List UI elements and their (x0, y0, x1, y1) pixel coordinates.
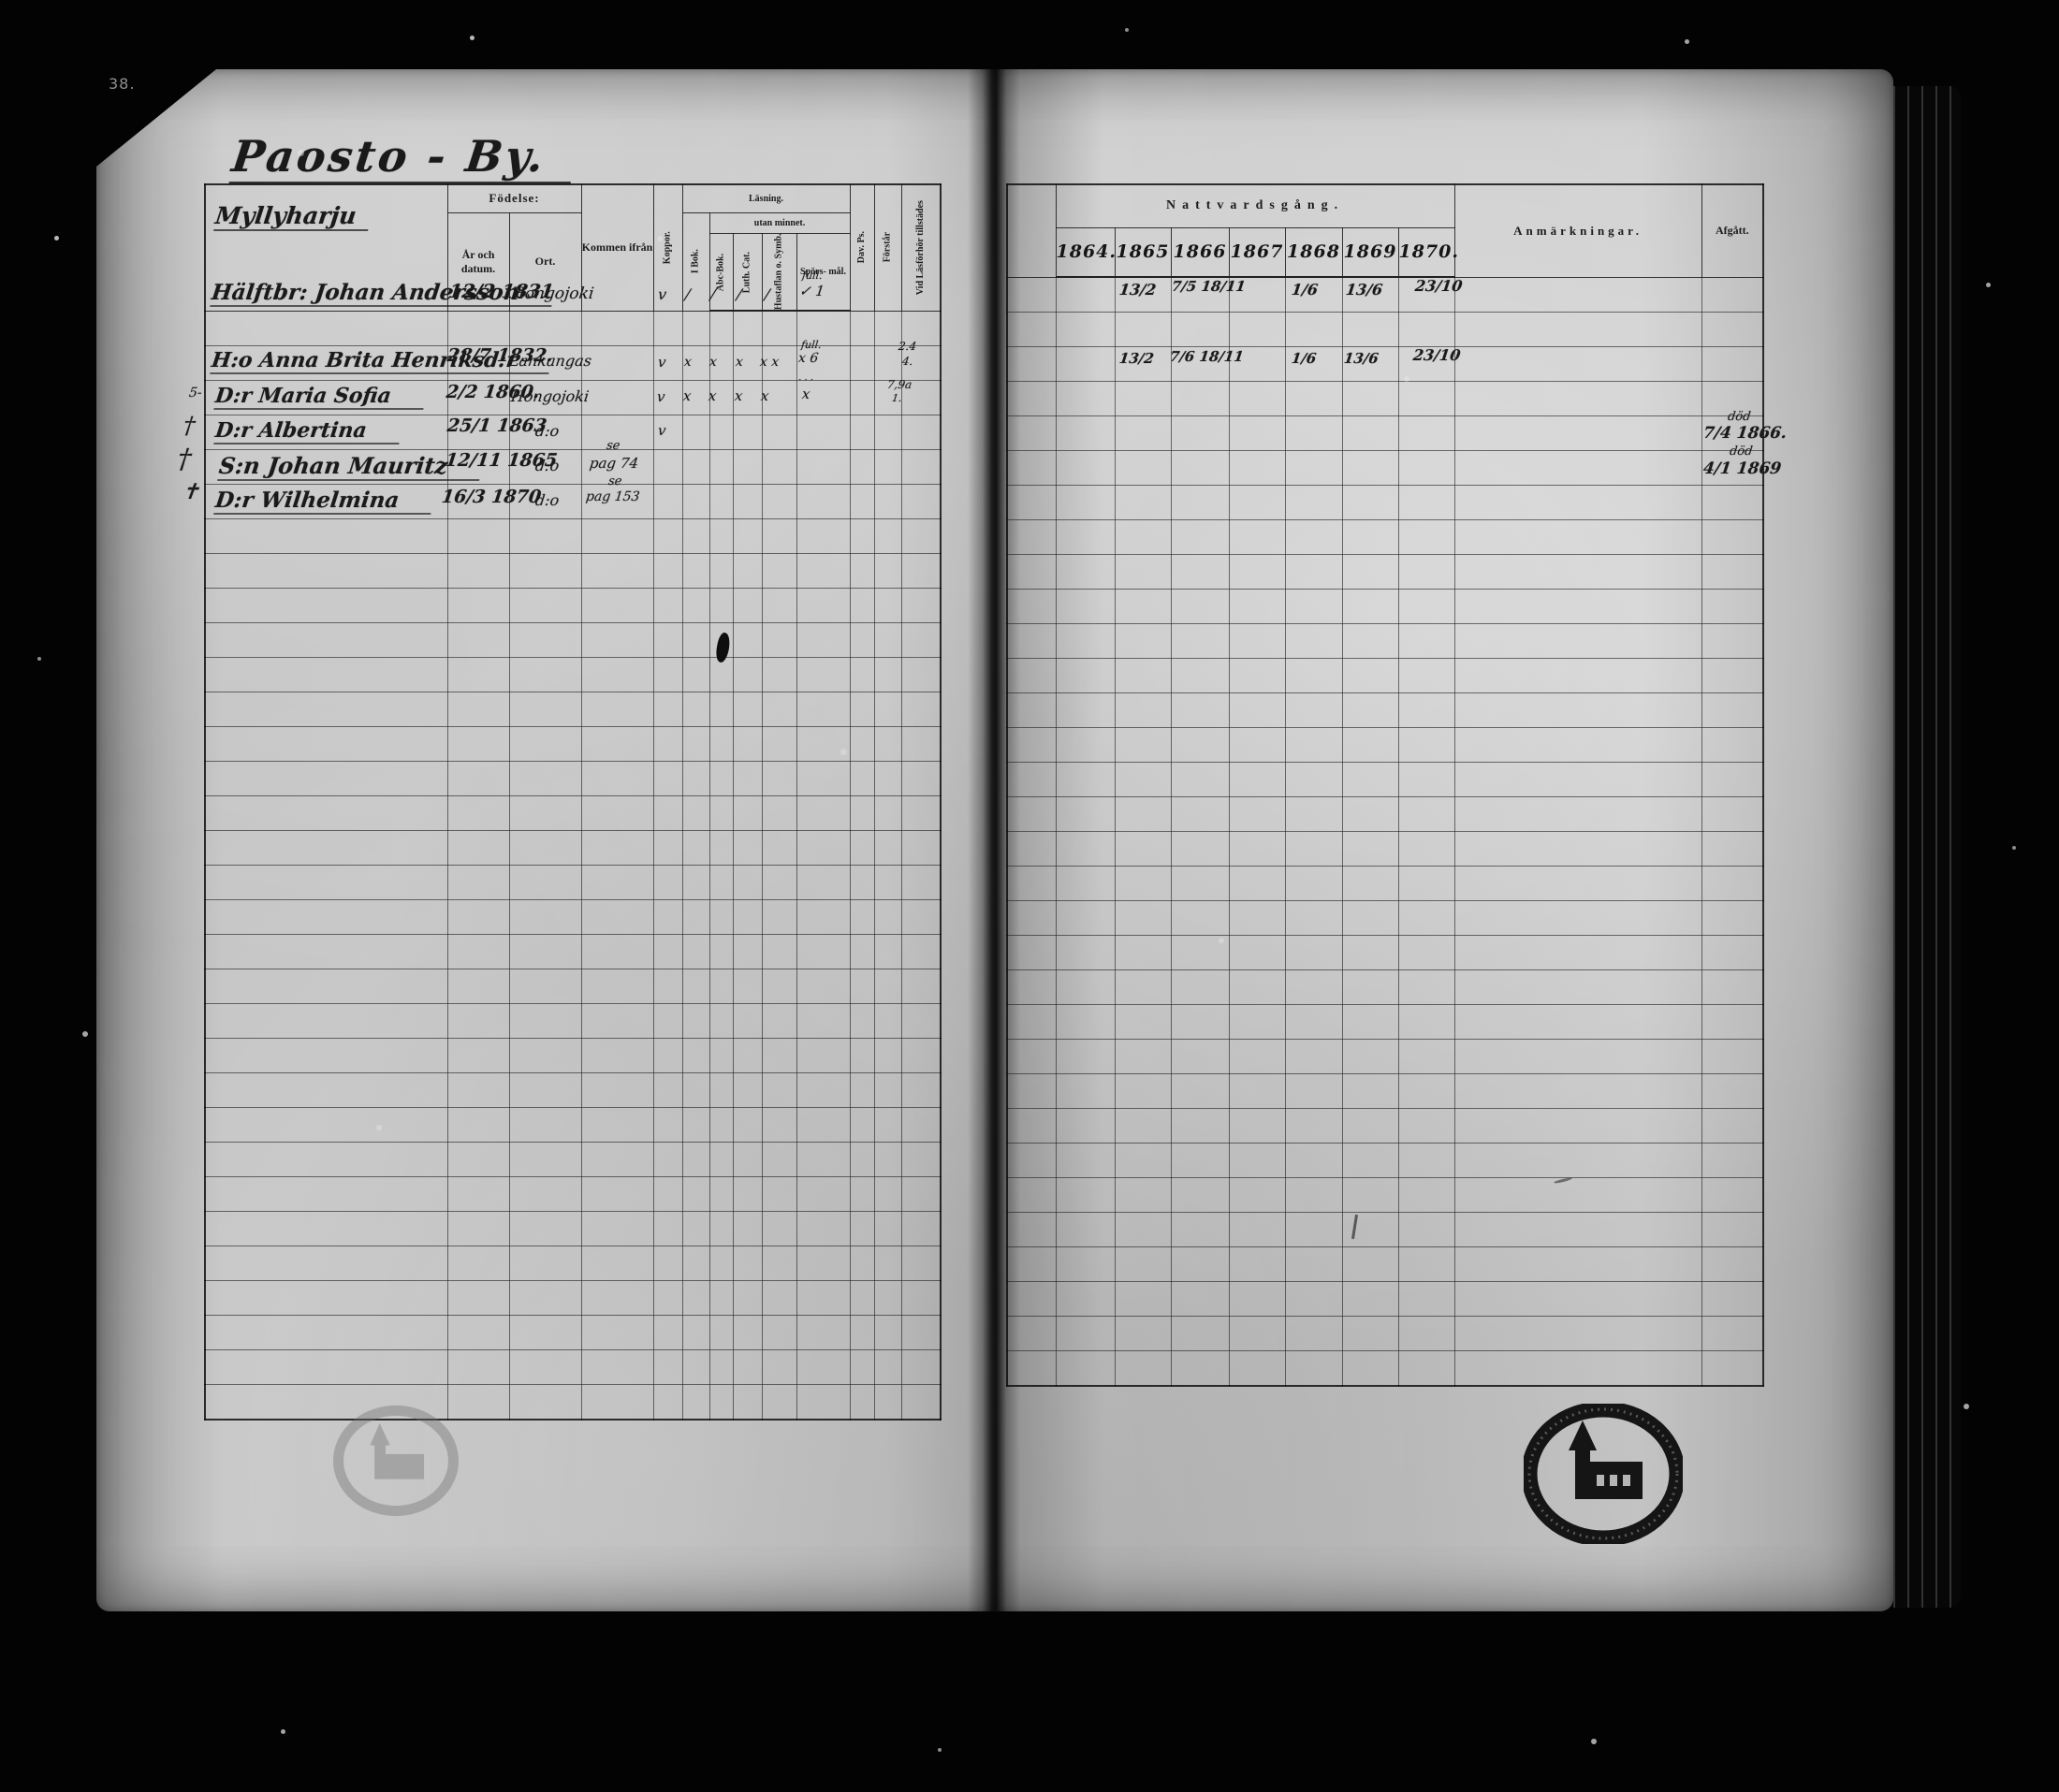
margin-cross-mark: ✝ (180, 480, 201, 504)
book-page-edges (1893, 86, 1961, 1608)
catechism-note: full. (800, 339, 823, 351)
communion-date-1866: 7/6 18/11 (1168, 348, 1245, 365)
communion-date-1869: 13/6 (1344, 281, 1384, 299)
col-header-ort: Ort. (508, 211, 582, 312)
catechism-note: · · · (797, 375, 814, 386)
col-header-sporsmal: Spörs- mål. (796, 232, 851, 313)
departure-date: 7/4 1866. (1701, 424, 1789, 443)
reading-mark: x x (759, 355, 781, 370)
birth-date: 25/1 1863 (445, 415, 548, 436)
communion-date-1869: 13/6 (1342, 350, 1380, 367)
person-name: D:r Wilhelmina (213, 488, 435, 515)
year-header-1864: 1864. (1055, 226, 1116, 278)
communion-date-1868: 1/6 (1290, 281, 1320, 299)
margin-mark: 5- (188, 386, 203, 401)
col-header-vid-lasforhor: Vid Läsförhör tillstädes (901, 184, 941, 312)
parish-stamp-right (1521, 1401, 1686, 1547)
examination-note: 7,9a (886, 378, 913, 391)
communion-date-1870: 23/10 (1411, 346, 1462, 364)
communion-date-1865: 13/2 (1117, 350, 1155, 367)
departure-date: 4/1 1869 (1701, 459, 1783, 478)
person-name: D:r Albertina (213, 418, 402, 444)
year-header-1866: 1866 (1170, 226, 1230, 278)
page-reference-note: se (607, 474, 623, 488)
page-reference-note: se (606, 439, 621, 453)
communion-date-1868: 1/6 (1290, 350, 1318, 367)
catechism-mark: x 6 (797, 351, 820, 366)
col-header-kommen-ifran: Kommen ifrån (580, 183, 654, 312)
examination-note: 1. (891, 392, 903, 404)
person-name: S:n Johan Mauritz (217, 452, 484, 481)
col-header-lasning: Läsning. (681, 183, 851, 213)
col-header-fodelse: Födelse: (446, 183, 582, 213)
left-table: Födelse: Kommen ifrån Koppor. Läsning. D… (204, 183, 942, 1421)
person-name: D:r Maria Sofia (213, 384, 427, 410)
birthplace: d:o (533, 457, 561, 474)
birthplace: d:o (533, 422, 561, 440)
departure-note: död (1727, 410, 1752, 424)
page-reference-note: pag 74 (588, 455, 640, 472)
household-name: Myllyharju (213, 202, 372, 231)
year-header-1870: 1870. (1397, 226, 1458, 278)
parish-stamp-left (333, 1394, 459, 1527)
examination-note: 2.4 (898, 340, 917, 353)
col-header-ar-och-datum: År och datum. (446, 211, 510, 312)
col-header-utan-minnet: utan minnet. (708, 211, 851, 234)
col-header-nattvardsgang: Nattvardsgång. (1055, 183, 1455, 228)
col-header-forstar: Förstår (874, 184, 901, 312)
page-title: Paosto - By. (228, 131, 577, 184)
examination-note: 4. (901, 355, 914, 368)
catechism-note: full. (801, 270, 824, 282)
year-header-1867: 1867 (1228, 226, 1286, 278)
birthplace: Lankangas (507, 352, 593, 370)
year-header-1865: 1865 (1114, 226, 1172, 278)
catechism-mark: ✓ 1 (797, 283, 825, 299)
communion-date-1866: 7/5 18/11 (1170, 278, 1247, 295)
year-header-1869: 1869 (1341, 226, 1399, 278)
col-header-afgatt: Afgått. (1701, 183, 1764, 278)
communion-date-1870: 23/10 (1413, 277, 1464, 295)
departure-note: död (1729, 444, 1754, 459)
page-reference-note: pag 153 (585, 489, 641, 504)
col-header-anmarkningar: Anmärkningar. (1453, 183, 1702, 278)
communion-date-1865: 13/2 (1117, 281, 1158, 299)
birthplace: d:o (533, 491, 561, 509)
col-header-dav-ps: Dav. Ps. (850, 184, 874, 312)
col-header-lead-blank (1006, 183, 1057, 278)
birthplace: Hongojoki (509, 387, 591, 405)
right-table: Nattvardsgång. Anmärkningar. Afgått. 186… (1006, 183, 1765, 1387)
birth-date: 16/3 1870 (440, 487, 543, 507)
page-number: 38. (109, 75, 136, 93)
birthplace: Hongojoki (509, 284, 595, 303)
year-header-1868: 1868 (1284, 226, 1343, 278)
